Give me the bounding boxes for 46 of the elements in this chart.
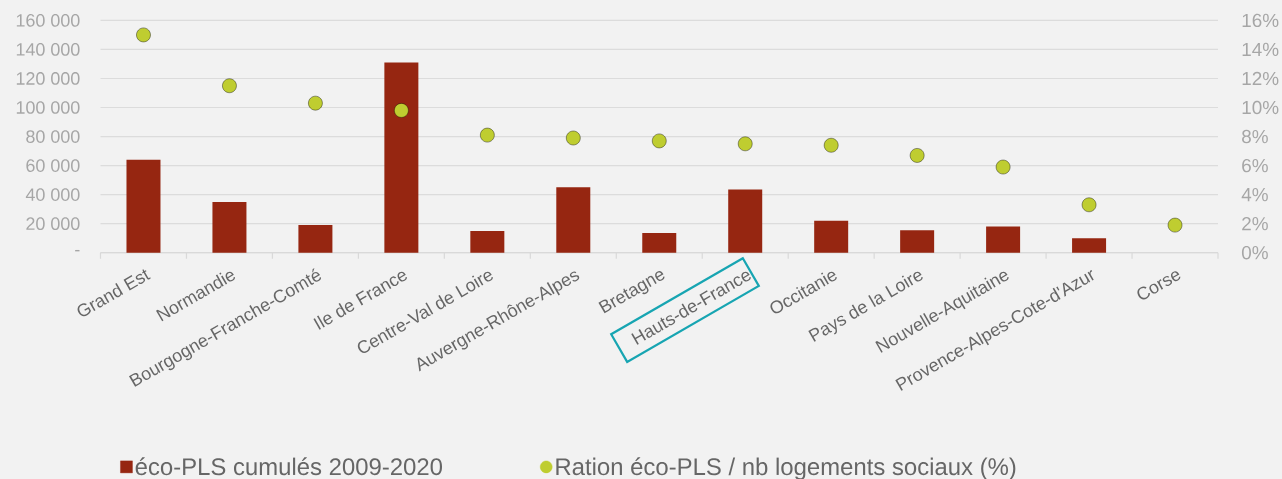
point bbox=[1167, 217, 1183, 233]
y2-tick-label: 12% bbox=[1242, 71, 1279, 86]
point bbox=[909, 148, 925, 163]
point bbox=[308, 95, 323, 111]
bar bbox=[126, 159, 161, 253]
bar bbox=[556, 187, 591, 253]
bar bbox=[728, 189, 763, 253]
bar bbox=[986, 226, 1021, 253]
y2-tick-label: 16% bbox=[1242, 13, 1279, 28]
legend-label: Ration éco-PLS / nb logements sociaux (%) bbox=[556, 457, 1016, 479]
y-tick-label: 100 000 bbox=[16, 101, 80, 114]
y2-tick-label: 8% bbox=[1242, 129, 1268, 144]
bar bbox=[1072, 238, 1107, 253]
bar bbox=[642, 233, 677, 253]
bar bbox=[814, 220, 849, 253]
y-tick-label: 40 000 bbox=[25, 188, 80, 201]
point bbox=[566, 130, 581, 146]
bar bbox=[212, 201, 247, 253]
bar bbox=[470, 230, 505, 253]
point bbox=[738, 136, 753, 152]
x-tick-label: Corse bbox=[1137, 271, 1181, 300]
point bbox=[823, 138, 839, 153]
y2-tick-label: 4% bbox=[1241, 188, 1268, 202]
point bbox=[136, 27, 151, 43]
y2-tick-label: 2% bbox=[1242, 217, 1268, 231]
point bbox=[1081, 197, 1097, 212]
y2-tick-label: 6% bbox=[1242, 158, 1268, 173]
bar bbox=[900, 230, 935, 253]
legend-label: éco-PLS cumulés 2009-2020 bbox=[135, 457, 443, 476]
point bbox=[480, 127, 495, 143]
y-tick-label: 80 000 bbox=[26, 130, 80, 143]
y-tick-label: 160 000 bbox=[16, 14, 80, 27]
point bbox=[394, 103, 409, 118]
y-tick-label: 60 000 bbox=[26, 159, 80, 172]
point bbox=[995, 159, 1011, 175]
point bbox=[652, 133, 667, 149]
y2-tick-label: 0% bbox=[1241, 246, 1268, 260]
y-tick-label: 120 000 bbox=[16, 72, 80, 85]
point bbox=[222, 78, 237, 93]
y2-tick-label: 14% bbox=[1242, 42, 1279, 57]
bar bbox=[384, 62, 419, 253]
bar bbox=[298, 225, 333, 253]
y2-tick-label: 10% bbox=[1242, 100, 1279, 115]
y-tick-label: - bbox=[75, 249, 80, 252]
y-tick-label: 140 000 bbox=[16, 43, 80, 56]
y-tick-label: 20 000 bbox=[26, 217, 80, 231]
